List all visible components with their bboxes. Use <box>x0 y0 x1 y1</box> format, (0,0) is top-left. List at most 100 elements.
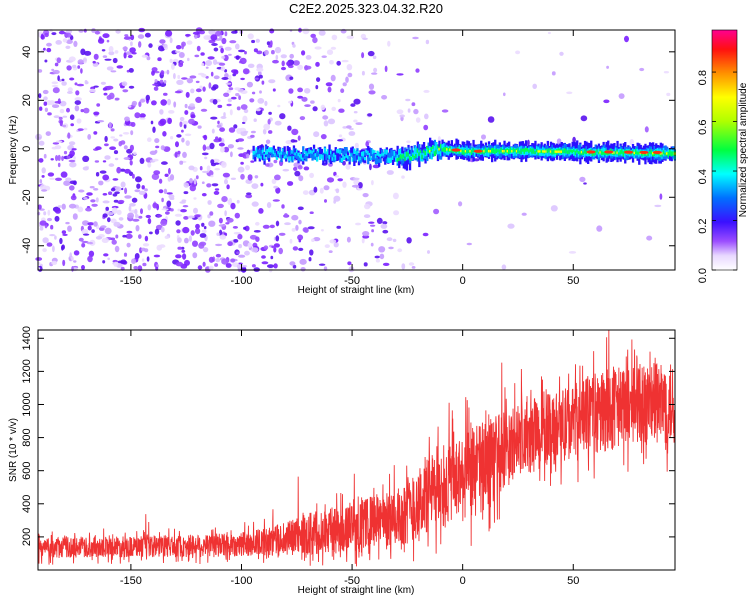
spectrogram-noise-blob <box>230 96 237 100</box>
spectrogram-noise-blob <box>186 78 194 84</box>
spectrogram-band-cell <box>566 150 570 154</box>
spectrogram-band-cell <box>664 152 667 156</box>
spectrogram-band-cell <box>254 151 257 155</box>
spectrogram-noise-blob <box>260 182 264 187</box>
spectrogram-noise-blob <box>281 204 285 209</box>
spectrogram-noise-blob <box>188 118 195 125</box>
spectrogram-noise-blob <box>331 34 338 41</box>
spectrogram-noise-blob <box>579 176 586 183</box>
spectrogram-band-cell <box>343 147 347 155</box>
spectrogram-noise-blob <box>333 242 339 248</box>
spectrogram-noise-blob <box>300 267 306 272</box>
spectrogram-band-cell <box>381 149 384 156</box>
spectrogram-noise-blob <box>89 186 95 189</box>
spectrogram-band-core <box>503 150 506 153</box>
spectrogram-noise-blob <box>365 141 370 148</box>
spectrogram-band-cell <box>286 151 289 155</box>
spectrogram-noise-blob <box>175 254 182 259</box>
spectrogram-noise-blob <box>253 48 258 53</box>
spectrogram-noise-blob <box>69 114 75 120</box>
spectrogram-band-cell <box>314 153 317 157</box>
spectrogram-noise-blob <box>197 125 202 129</box>
spectrogram-noise-blob <box>122 89 129 93</box>
spectrogram-noise-blob <box>401 263 406 270</box>
spectrogram-noise-blob <box>193 178 197 185</box>
spectrogram-band-cell <box>379 155 382 163</box>
spectrogram-noise-blob <box>120 187 124 191</box>
spectrogram-noise-blob <box>292 60 300 66</box>
spectrogram-band-cell <box>374 154 378 159</box>
spectrogram-band-cell <box>345 147 348 156</box>
spectrogram-band-cell <box>435 149 438 155</box>
spectrogram-noise-blob <box>284 213 288 218</box>
spectrogram-band-cell <box>364 156 367 161</box>
spectrogram-noise-blob <box>473 158 480 162</box>
spectrogram-noise-blob <box>233 124 238 129</box>
spectrogram-noise-blob <box>207 200 212 205</box>
spectrogram-noise-blob <box>288 88 294 94</box>
spectrogram-noise-blob <box>291 128 299 136</box>
spectrogram-noise-blob <box>345 76 349 83</box>
spectrogram-noise-blob <box>179 61 184 64</box>
spectrogram-band-cell <box>436 145 440 149</box>
spectrogram-noise-blob <box>181 246 185 250</box>
snr-x-ticks: -150 -100 -50 0 50 <box>120 330 579 587</box>
spectrogram-noise-blob <box>265 163 270 167</box>
spectrogram-band-cell <box>419 150 423 154</box>
spectrogram-band-cell <box>343 151 347 160</box>
spectrogram-noise-blob <box>262 224 270 229</box>
spectrogram-noise-blob <box>215 243 223 247</box>
spectrogram-noise-blob <box>314 46 322 50</box>
spectrogram-band-cell <box>467 149 471 153</box>
spectrogram-band-cell <box>396 158 399 162</box>
spectrogram-band-cell <box>271 152 274 158</box>
spectrogram-noise-blob <box>237 147 244 150</box>
spectrogram-noise-blob <box>210 159 215 165</box>
spectrogram-band-cell <box>492 148 495 154</box>
spectrogram-band-cell <box>283 155 286 160</box>
spectrogram-noise-blob <box>216 124 222 128</box>
spectrogram-noise-blob <box>114 97 120 101</box>
spectrogram-noise-blob <box>149 150 157 155</box>
spectrogram-band-cell <box>429 146 432 151</box>
spectrogram-peak <box>624 150 634 154</box>
spectrogram-band-cell <box>268 147 271 152</box>
spectrogram-noise-blob <box>52 69 60 75</box>
spectrogram-noise-blob <box>228 197 233 204</box>
spectrogram-band-cell <box>534 151 537 154</box>
spectrogram-noise-blob <box>326 177 335 183</box>
spectrogram-peak <box>586 150 596 154</box>
spectrogram-noise-blob <box>42 237 49 244</box>
spectrogram-noise-blob <box>229 109 233 116</box>
spectrogram-noise-blob <box>433 208 440 215</box>
spectrogram-noise-blob <box>181 249 186 253</box>
spectrogram-noise-blob <box>237 138 245 142</box>
spectrogram-noise-blob <box>73 40 78 48</box>
spectrogram-band-cell <box>353 155 356 161</box>
spectrogram-band-cell <box>282 148 285 152</box>
spectrogram-noise-blob <box>94 160 100 163</box>
spectrogram-noise-blob <box>42 248 47 253</box>
spectrogram-band-cell <box>268 153 271 159</box>
spectrogram-noise-blob <box>201 63 205 66</box>
spectrogram-band-cell <box>308 149 311 155</box>
spectrogram-band-core <box>611 151 614 154</box>
spectrogram-band-cell <box>385 158 388 164</box>
spectrogram-noise-blob <box>207 56 215 60</box>
spectrogram-noise-blob <box>199 166 203 171</box>
spectrogram-band-core <box>539 150 542 153</box>
spectrogram-noise-blob <box>342 126 348 129</box>
figure-title: C2E2.2025.323.04.32.R20 <box>289 1 443 16</box>
spectrogram-noise-blob <box>141 54 149 58</box>
spectrogram-noise-blob <box>151 173 160 180</box>
spectrogram-band-cell <box>258 149 261 157</box>
spectrogram-band-cell <box>390 149 393 158</box>
spectrogram-noise-blob <box>123 157 131 160</box>
spectrogram-noise-blob <box>108 46 114 53</box>
spectrogram-noise-blob <box>325 82 333 87</box>
spectrogram-band-core <box>616 151 619 154</box>
spectrogram-noise-blob <box>258 74 263 79</box>
spectrogram-noise-blob <box>256 67 264 72</box>
spectrogram-band-cell <box>415 146 418 154</box>
spectrogram-band-cell <box>387 152 390 159</box>
